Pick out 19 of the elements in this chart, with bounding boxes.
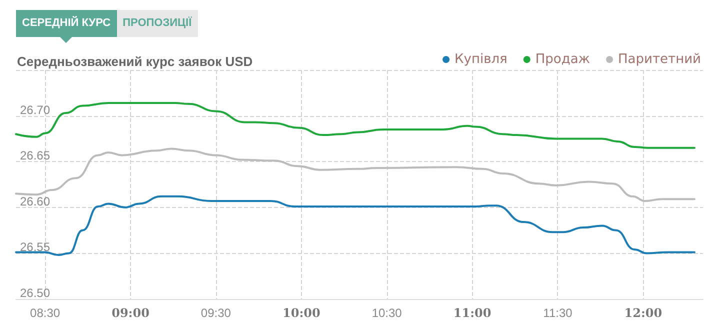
y-tick-label: 26.55	[20, 240, 50, 254]
legend-label: Продаж	[535, 52, 590, 67]
x-tick-label: 10:30	[372, 306, 402, 320]
text: СЕРЕДНІЙ КУРС	[16, 10, 117, 37]
x-tick-label: 08:30	[30, 306, 60, 320]
y-tick-label: 26.70	[20, 102, 50, 117]
x-tick-label: 11:00	[453, 306, 492, 320]
x-tick-label: 11:30	[543, 306, 573, 320]
text: ПРОПОЗИЦІЇ	[116, 10, 198, 37]
x-tick-label: 09:30	[200, 306, 232, 320]
y-tick-label: 26.60	[20, 194, 50, 208]
legend-label: Купівля	[454, 52, 508, 67]
x-tick-label: 10:00	[282, 306, 320, 320]
y-tick-label: 26.50	[20, 286, 50, 300]
legend-label: Паритетний	[618, 52, 701, 67]
x-tick-label: 12:00	[624, 306, 662, 320]
y-tick-label: 26.65	[20, 148, 50, 163]
chart-title: Середньозважений курс заявок USD	[17, 54, 253, 69]
x-tick-label: 09:00	[112, 306, 150, 320]
